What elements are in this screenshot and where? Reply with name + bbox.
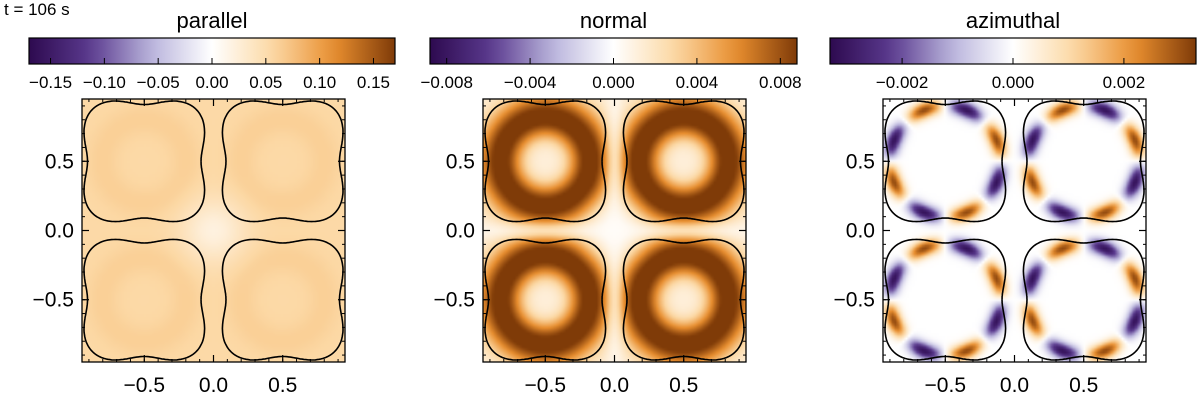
colorbar-tick-label: 0.10 [303,73,336,92]
panel-normal: normal −0.008 −0.004 0.000 0.004 0.008 −0.5 0.0… [420,8,801,397]
colorbar-tick-label: −0.10 [83,73,126,92]
panel-title: parallel [177,8,248,33]
panel-azimuthal: azimuthal −0.002 0.000 0.002 −0.5 0.0 0.5 −0.5 0… [829,8,1197,397]
x-tick-label: 0.5 [669,374,698,397]
x-tick-label: 0.0 [600,374,629,397]
colorbar-tick-label: −0.05 [137,73,180,92]
y-tick-label: 0.5 [45,150,74,173]
heatmap-image [483,99,746,362]
y-tick-label: −0.5 [434,289,475,312]
x-tick-label: 0.0 [199,374,228,397]
separatrix-line [622,238,745,361]
colorbar-tick-label: 0.004 [676,73,719,92]
colorbar-tick-label: −0.008 [420,73,472,92]
heatmap-image [82,99,345,362]
y-tick-label: −0.5 [33,289,74,312]
x-tick-label: −0.5 [525,374,566,397]
separatrix-line [221,238,344,361]
separatrix-line [1022,238,1145,361]
panel-title: azimuthal [966,8,1060,33]
y-tick-label: 0.5 [446,150,475,173]
colorbar-tick-label: 0.002 [1103,73,1146,92]
colorbar-tick-label: 0.008 [759,73,802,92]
separatrix-line [221,100,344,223]
y-tick-label: 0.5 [846,150,875,173]
separatrix-line [1022,100,1145,223]
separatrix-line [622,100,745,223]
x-tick-label: −0.5 [124,374,165,397]
y-tick-label: −0.5 [834,289,875,312]
colorbar-tick-label: 0.000 [992,73,1035,92]
x-tick-label: 0.5 [268,374,297,397]
colorbar [28,37,396,65]
colorbar-tick-label: −0.002 [876,73,928,92]
colorbar-tick-label: −0.004 [504,73,556,92]
y-tick-label: 0.0 [45,220,74,243]
colorbar-tick-label: −0.15 [29,73,72,92]
panel-title: normal [580,8,647,33]
colorbar-tick-label: 0.00 [195,73,228,92]
colorbar-tick-label: 0.000 [592,73,635,92]
x-tick-label: 0.5 [1069,374,1098,397]
x-tick-label: 0.0 [1000,374,1029,397]
heatmap-image [883,99,1146,362]
colorbar-tick-label: 0.15 [357,73,390,92]
y-tick-label: 0.0 [446,220,475,243]
panel-parallel: parallel −0.15 −0.10 −0.05 0.00 0.05 0.10 0.15 −… [28,8,396,397]
x-tick-label: −0.5 [925,374,966,397]
time-label: t = 106 s [4,0,70,19]
colorbar-tick-label: 0.05 [249,73,282,92]
y-tick-label: 0.0 [846,220,875,243]
